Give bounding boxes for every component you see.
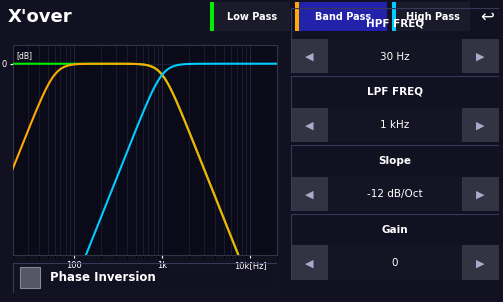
- Bar: [295, 2, 387, 31]
- Text: ◀: ◀: [305, 189, 314, 199]
- Bar: [291, 39, 328, 73]
- Bar: [462, 177, 499, 211]
- Bar: [291, 108, 499, 142]
- Text: 30 Hz: 30 Hz: [380, 52, 410, 62]
- Bar: [291, 39, 499, 73]
- Text: ▶: ▶: [476, 52, 485, 62]
- Bar: [291, 246, 499, 280]
- Bar: [392, 2, 470, 31]
- Text: ▶: ▶: [476, 258, 485, 268]
- Text: X'over: X'over: [8, 8, 72, 26]
- Text: ◀: ◀: [305, 258, 314, 268]
- Text: HPF FREQ: HPF FREQ: [366, 18, 424, 28]
- Text: ◀: ◀: [305, 52, 314, 62]
- Bar: [291, 108, 328, 142]
- Bar: [295, 2, 299, 31]
- Text: Phase Inversion: Phase Inversion: [50, 271, 155, 284]
- Text: Gain: Gain: [382, 225, 408, 235]
- Bar: [462, 246, 499, 280]
- Text: 0: 0: [392, 258, 398, 268]
- Text: 1 kHz: 1 kHz: [380, 120, 410, 130]
- Text: High Pass: High Pass: [406, 11, 460, 22]
- Text: Low Pass: Low Pass: [227, 11, 277, 22]
- Bar: [291, 177, 328, 211]
- Text: [dB]: [dB]: [17, 52, 33, 61]
- Text: -12 dB/Oct: -12 dB/Oct: [367, 189, 423, 199]
- Text: Slope: Slope: [379, 156, 411, 166]
- Text: ▶: ▶: [476, 120, 485, 130]
- Bar: [21, 267, 40, 288]
- Bar: [291, 177, 499, 211]
- Text: Band Pass: Band Pass: [315, 11, 371, 22]
- Text: ▶: ▶: [476, 189, 485, 199]
- Text: ↩: ↩: [480, 8, 494, 26]
- Bar: [462, 108, 499, 142]
- Bar: [291, 246, 328, 280]
- Bar: [210, 2, 290, 31]
- Bar: [392, 2, 396, 31]
- Bar: [462, 39, 499, 73]
- Text: LPF FREQ: LPF FREQ: [367, 87, 423, 97]
- Bar: [210, 2, 214, 31]
- Text: ◀: ◀: [305, 120, 314, 130]
